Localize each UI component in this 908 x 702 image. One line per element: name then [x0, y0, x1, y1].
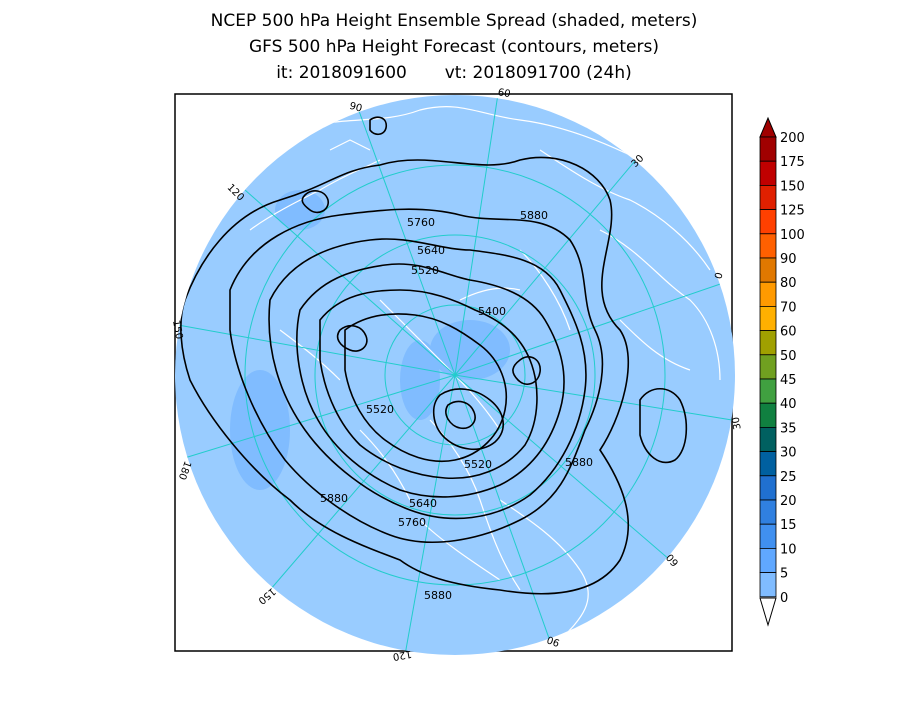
contour-label: 5400: [478, 305, 506, 318]
colorbar-label: 200: [780, 131, 805, 146]
meridian-label: 90: [348, 101, 363, 115]
title-line-2: GFS 500 hPa Height Forecast (contours, m…: [249, 37, 659, 57]
colorbar-label: 15: [780, 518, 797, 533]
colorbar-labels: 2001751501251009080706050454035302520151…: [780, 131, 805, 606]
colorbar-swatch: [759, 330, 777, 356]
colorbar-label: 45: [780, 373, 797, 388]
title-block: NCEP 500 hPa Height Ensemble Spread (sha…: [0, 8, 908, 86]
meridian-label: 150: [170, 319, 184, 340]
colorbar-label: 10: [780, 542, 797, 557]
meridian-label: 30: [731, 416, 744, 430]
colorbar-label: 20: [780, 494, 797, 509]
colorbar: 2001751501251009080706050454035302520151…: [759, 116, 805, 627]
colorbar-label: 150: [780, 179, 805, 194]
title-line-3: it: 2018091600 vt: 2018091700 (24h): [276, 63, 632, 83]
colorbar-swatch: [759, 257, 777, 283]
colorbar-swatch: [759, 451, 777, 477]
contour-label: 5520: [366, 403, 394, 416]
colorbar-swatch: [759, 523, 777, 549]
colorbar-bottom-arrow: [759, 597, 777, 627]
colorbar-label: 175: [780, 155, 805, 170]
colorbar-label: 60: [780, 325, 797, 340]
colorbar-swatch: [759, 572, 777, 598]
contour-label: 5640: [417, 244, 445, 257]
title-line-1: NCEP 500 hPa Height Ensemble Spread (sha…: [210, 11, 698, 31]
meridian-label: 0: [713, 271, 725, 280]
colorbar-swatch: [759, 281, 777, 307]
colorbar-label: 125: [780, 204, 805, 219]
colorbar-label: 40: [780, 397, 797, 412]
contour-label: 5760: [407, 216, 435, 229]
colorbar-label: 25: [780, 470, 797, 485]
contour-label: 5880: [424, 589, 452, 602]
colorbar-swatch: [759, 548, 777, 574]
contour-label: 5520: [411, 264, 439, 277]
meridian-label: 120: [392, 648, 413, 662]
colorbar-swatch: [759, 378, 777, 404]
colorbar-swatch: [759, 499, 777, 525]
contour-label: 5880: [320, 492, 348, 505]
colorbar-label: 50: [780, 349, 797, 364]
colorbar-swatch: [759, 233, 777, 259]
contour-label: 5760: [398, 516, 426, 529]
colorbar-swatch: [759, 184, 777, 210]
colorbar-swatch: [759, 209, 777, 235]
contour-labels: 5760 5880 5640 5520 5400 5520 5520 5880 …: [320, 209, 593, 602]
colorbar-swatch: [759, 305, 777, 331]
colorbar-boxes: [759, 136, 777, 598]
colorbar-swatch: [759, 354, 777, 380]
colorbar-label: 0: [780, 591, 788, 606]
contour-label: 5880: [520, 209, 548, 222]
colorbar-swatch: [759, 426, 777, 452]
spread-patches: [230, 190, 510, 490]
colorbar-label: 35: [780, 421, 797, 436]
colorbar-label: 70: [780, 300, 797, 315]
colorbar-swatch: [759, 136, 777, 162]
colorbar-top-arrow: [759, 116, 777, 138]
height-contours: [180, 116, 688, 595]
colorbar-label: 100: [780, 228, 805, 243]
meridian-label: 60: [497, 87, 511, 100]
colorbar-swatch: [759, 402, 777, 428]
contour-label: 5880: [565, 456, 593, 469]
colorbar-swatch: [759, 475, 777, 501]
colorbar-swatch: [759, 160, 777, 186]
contour-label: 5640: [409, 497, 437, 510]
colorbar-label: 80: [780, 276, 797, 291]
colorbar-label: 30: [780, 446, 797, 461]
colorbar-label: 90: [780, 252, 797, 267]
contour-label: 5520: [464, 458, 492, 471]
meridian-labels: 60 30 0 30 60 90 120 150 180 150 120 90: [170, 87, 744, 662]
meridian-label: 90: [546, 633, 562, 648]
colorbar-label: 5: [780, 567, 788, 582]
